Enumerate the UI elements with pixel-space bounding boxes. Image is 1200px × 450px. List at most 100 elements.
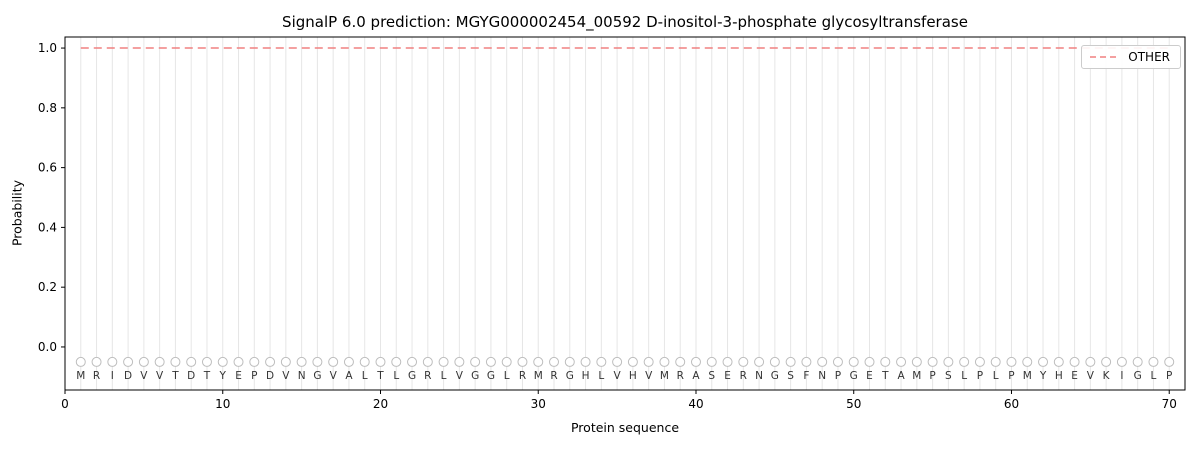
residue-letter: V: [140, 370, 148, 382]
residue-marker: [375, 356, 386, 367]
residue-marker: [690, 356, 701, 367]
residue-marker: [312, 356, 323, 367]
residue-letter: Y: [219, 370, 227, 382]
residue-letter: H: [1055, 370, 1063, 382]
residue-marker: [201, 356, 212, 367]
residue-letter: E: [1071, 370, 1078, 382]
residue-marker: [659, 356, 670, 367]
residue-marker: [880, 356, 891, 367]
x-tick-label: 20: [373, 397, 388, 411]
residue-marker: [580, 356, 591, 367]
residue-marker: [170, 356, 181, 367]
y-tick-label: 0.6: [38, 161, 57, 175]
residue-letter: D: [124, 370, 132, 382]
residue-marker: [359, 356, 370, 367]
residue-marker: [1164, 356, 1175, 367]
residue-letter: T: [376, 370, 384, 382]
residue-marker: [627, 356, 638, 367]
residue-letter: E: [235, 370, 242, 382]
residue-letter: M: [1023, 370, 1032, 382]
residue-marker: [612, 356, 623, 367]
residue-marker: [754, 356, 765, 367]
residue-letter: V: [1087, 370, 1095, 382]
residue-marker: [1101, 356, 1112, 367]
residue-marker: [280, 356, 291, 367]
residue-letter: R: [93, 370, 100, 382]
y-tick-label: 0.2: [38, 280, 57, 294]
residue-marker: [564, 356, 575, 367]
residue-letter: M: [534, 370, 543, 382]
residue-marker: [123, 356, 134, 367]
residue-letter: G: [850, 370, 858, 382]
residue-letter: K: [1103, 370, 1111, 382]
residue-marker: [817, 356, 828, 367]
residue-letter: P: [835, 370, 841, 382]
x-tick-label: 0: [61, 397, 69, 411]
residue-letter: L: [1151, 370, 1157, 382]
residue-letter: V: [614, 370, 622, 382]
residue-marker: [1053, 356, 1064, 367]
residue-letter: N: [755, 370, 763, 382]
residue-marker: [706, 356, 717, 367]
residue-letter: P: [929, 370, 935, 382]
residue-letter: G: [408, 370, 416, 382]
residue-letter: R: [424, 370, 431, 382]
residue-letter: I: [1120, 370, 1123, 382]
residue-marker: [974, 356, 985, 367]
residue-letter: T: [203, 370, 211, 382]
residue-letter: E: [866, 370, 873, 382]
residue-letter: A: [897, 370, 905, 382]
residue-letter: G: [771, 370, 779, 382]
residue-marker: [722, 356, 733, 367]
residue-marker: [343, 356, 354, 367]
legend-dash-sample: [1090, 56, 1121, 58]
residue-letter: H: [629, 370, 637, 382]
residue-marker: [1022, 356, 1033, 367]
x-tick-label: 70: [1162, 397, 1177, 411]
residue-marker: [154, 356, 165, 367]
legend: OTHER: [1081, 45, 1181, 69]
residue-marker: [75, 356, 86, 367]
residue-marker: [249, 356, 260, 367]
residue-marker: [1116, 356, 1127, 367]
residue-marker: [785, 356, 796, 367]
residue-marker: [91, 356, 102, 367]
residue-marker: [864, 356, 875, 367]
residue-marker: [407, 356, 418, 367]
y-tick-label: 0.0: [38, 340, 57, 354]
residue-marker: [832, 356, 843, 367]
residue-marker: [1148, 356, 1159, 367]
y-tick-label: 1.0: [38, 41, 57, 55]
residue-marker: [217, 356, 228, 367]
residue-marker: [1132, 356, 1143, 367]
residue-letter: V: [156, 370, 164, 382]
residue-marker: [1069, 356, 1080, 367]
residue-letter: P: [251, 370, 257, 382]
residue-marker: [911, 356, 922, 367]
residue-marker: [296, 356, 307, 367]
residue-letter: M: [660, 370, 669, 382]
legend-label: OTHER: [1128, 50, 1170, 64]
residue-letter: L: [504, 370, 510, 382]
residue-marker: [485, 356, 496, 367]
x-tick-label: 10: [215, 397, 230, 411]
residue-marker: [517, 356, 528, 367]
residue-marker: [738, 356, 749, 367]
residue-letter: E: [724, 370, 731, 382]
residue-marker: [675, 356, 686, 367]
residue-letter: N: [818, 370, 826, 382]
residue-letter: V: [456, 370, 464, 382]
residue-letter: L: [393, 370, 399, 382]
residue-letter: M: [76, 370, 85, 382]
y-tick-label: 0.4: [38, 220, 57, 234]
residue-letter: I: [111, 370, 114, 382]
residue-marker: [959, 356, 970, 367]
residue-letter: L: [598, 370, 604, 382]
residue-letter: L: [993, 370, 999, 382]
residue-letter: D: [266, 370, 274, 382]
residue-letter: G: [313, 370, 321, 382]
residue-letter: L: [961, 370, 967, 382]
residue-marker: [533, 356, 544, 367]
residue-marker: [265, 356, 276, 367]
